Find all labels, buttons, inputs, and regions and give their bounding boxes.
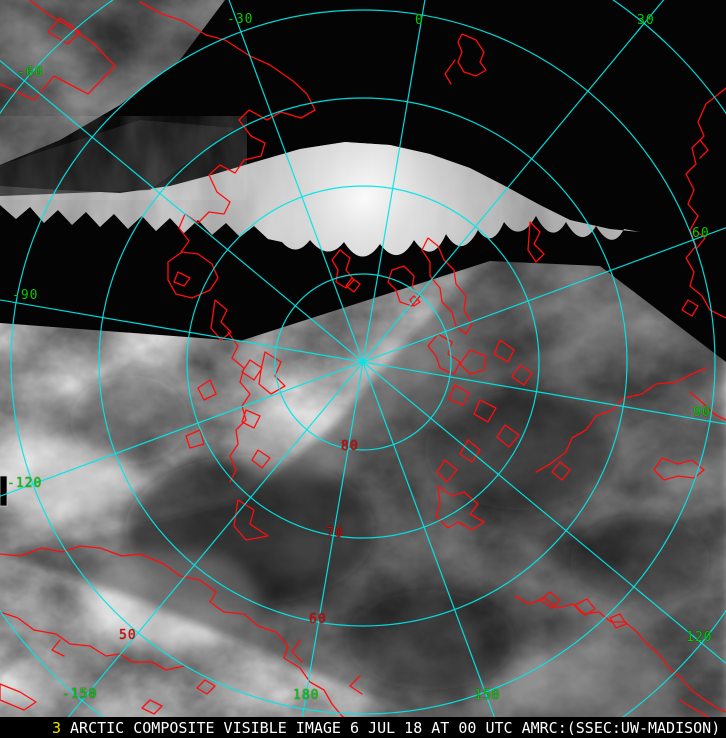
coast-severnaya-taymyr [427,333,533,483]
lon-label-30: 30 [637,13,655,28]
lon-label-180: 180 [293,688,320,703]
meridian-line [298,361,364,738]
caption-bar: 3 ARCTIC COMPOSITE VISIBLE IMAGE 6 JUL 1… [0,717,726,738]
coast-siberia-islands [435,457,705,531]
lat-label-60: 60 [309,612,327,627]
latitude-ring-70 [186,185,540,539]
lon-label--90: -90 [12,288,39,303]
lat-label-50: 50 [119,628,137,643]
lat-label-80: 80 [341,439,359,454]
coast-chukotka [0,611,216,715]
coast-top-island [444,33,487,85]
coast-alaska [0,545,363,725]
caption-channel-number: 3 [52,718,62,737]
latitude-ring-60 [98,97,628,627]
coast-scandinavia [681,87,726,319]
coast-iceland [167,251,219,299]
coast-svalbard [331,249,421,307]
meridian-line [0,59,364,363]
meridian-line [362,361,726,665]
meridian-line [362,0,665,363]
coast-kamchatka-kuril [514,591,726,725]
coast-scoresby [210,299,232,341]
lon-label--60: -60 [17,65,44,80]
meridian-line [0,299,364,363]
coast-greenland-west [0,0,116,101]
meridian-line [0,361,364,497]
coast-canadian-archipelago [185,331,286,541]
coast-siberia-north [535,367,726,473]
lat-label-70: 70 [326,526,344,541]
meridian-line [362,361,726,425]
meridian-line [362,0,426,363]
caption-text: ARCTIC COMPOSITE VISIBLE IMAGE 6 JUL 18 … [70,718,721,737]
latitude-ring-50 [10,9,716,715]
lon-label-0: 0 [415,13,424,28]
composite-seam-shade [0,228,726,738]
latitude-ring-80 [274,273,452,451]
edge-artifact-box [0,475,8,507]
lon-label--30: -30 [227,12,254,27]
lon-label-60: 60 [692,226,710,241]
lon-label--150: -150 [62,687,98,702]
lon-label-120: 120 [686,630,713,645]
coast-greenland-inner [47,17,81,45]
lon-label-90: 90 [693,405,711,420]
lon-label--120: -120 [7,476,43,491]
coast-novaya-zemlya [421,221,545,335]
lon-label-150: 150 [474,688,501,703]
meridian-line [362,361,503,738]
meridian-line [228,0,364,363]
meridian-line [362,227,726,363]
